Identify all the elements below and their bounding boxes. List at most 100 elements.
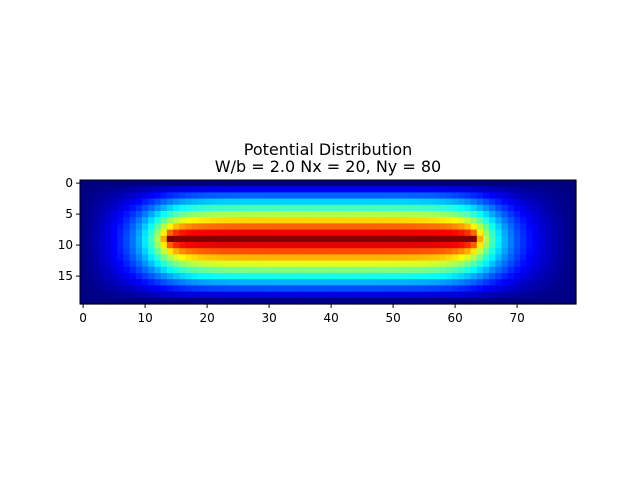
heatmap-cell [390, 217, 397, 224]
heatmap-cell [408, 229, 416, 237]
heatmap-cell [266, 266, 273, 274]
heatmap-cell [197, 204, 205, 212]
heatmap-cell [92, 211, 100, 218]
heatmap-cell [253, 211, 261, 218]
heatmap-cell [80, 211, 87, 218]
heatmap-cell [383, 235, 391, 243]
heatmap-cell [551, 291, 558, 299]
heatmap-cell [452, 242, 459, 249]
heatmap-cell [402, 229, 410, 237]
heatmap-cell [253, 229, 261, 237]
heatmap-cell [458, 242, 465, 249]
heatmap-cell [458, 254, 465, 262]
heatmap-cell [321, 279, 329, 286]
heatmap-cell [135, 180, 143, 187]
heatmap-cell [160, 273, 168, 280]
heatmap-cell [476, 186, 484, 193]
heatmap-cell [346, 266, 354, 274]
heatmap-cell [148, 211, 155, 218]
heatmap-cell [179, 266, 186, 274]
heatmap-cell [216, 235, 224, 243]
heatmap-cell [526, 242, 534, 249]
heatmap-cell [160, 204, 168, 212]
heatmap-cell [173, 192, 180, 200]
heatmap-cell [309, 285, 317, 293]
heatmap-cell [458, 266, 465, 274]
heatmap-cell [569, 279, 577, 286]
heatmap-cell [359, 223, 366, 231]
heatmap-cell [266, 285, 273, 293]
heatmap-cell [569, 266, 577, 274]
heatmap-cell [346, 285, 354, 293]
heatmap-cell [352, 204, 360, 212]
heatmap-cell [278, 266, 286, 274]
heatmap-cell [421, 266, 428, 274]
heatmap-cell [526, 248, 534, 255]
heatmap-cell [278, 204, 286, 212]
heatmap-cell [86, 285, 93, 293]
heatmap-cell [266, 204, 273, 212]
heatmap-cell [117, 198, 124, 206]
heatmap-cell [259, 260, 267, 268]
heatmap-cell [185, 291, 193, 299]
heatmap-cell [123, 186, 131, 193]
heatmap-cell [371, 217, 379, 224]
heatmap-cell [86, 192, 93, 200]
heatmap-cell [235, 291, 242, 299]
heatmap-cell [216, 260, 224, 268]
heatmap-cell [259, 211, 267, 218]
heatmap-cell [309, 211, 317, 218]
heatmap-cell [489, 273, 496, 280]
heatmap-cell [104, 235, 112, 243]
heatmap-cell [433, 211, 441, 218]
heatmap-cell [464, 260, 472, 268]
heatmap-cell [272, 180, 279, 187]
heatmap-cell [278, 242, 286, 249]
heatmap-cell [86, 186, 93, 193]
heatmap-cell [92, 217, 100, 224]
heatmap-cell [321, 254, 329, 262]
heatmap-cell [117, 291, 124, 299]
heatmap-cell [551, 186, 558, 193]
heatmap-cell [315, 279, 323, 286]
heatmap-cell [104, 217, 112, 224]
heatmap-cell [117, 279, 124, 286]
heatmap-cell [346, 235, 354, 243]
heatmap-cell [135, 217, 143, 224]
heatmap-cell [458, 223, 465, 231]
heatmap-cell [545, 279, 552, 286]
heatmap-cell [501, 204, 509, 212]
heatmap-cell [328, 279, 335, 286]
heatmap-cell [427, 242, 434, 249]
heatmap-cell [421, 285, 428, 293]
heatmap-cell [117, 242, 124, 249]
heatmap-cell [228, 297, 236, 305]
heatmap-cell [383, 198, 391, 206]
heatmap-cell [445, 235, 453, 243]
heatmap-cell [396, 235, 403, 243]
heatmap-cell [135, 248, 143, 255]
heatmap-cell [204, 217, 211, 224]
heatmap-cell [365, 217, 372, 224]
heatmap-cell [185, 260, 193, 268]
heatmap-cell [297, 260, 304, 268]
heatmap-cell [346, 217, 354, 224]
heatmap-cell [104, 242, 112, 249]
heatmap-cell [371, 273, 379, 280]
heatmap-cell [545, 260, 552, 268]
heatmap-cell [371, 266, 379, 274]
heatmap-cell [98, 211, 106, 218]
heatmap-cell [495, 186, 503, 193]
heatmap-cell [216, 248, 224, 255]
heatmap-cell [569, 223, 577, 231]
heatmap-cell [421, 211, 428, 218]
heatmap-cell [520, 254, 527, 262]
heatmap-cell [328, 186, 335, 193]
heatmap-cell [427, 285, 434, 293]
heatmap-cell [526, 180, 534, 187]
heatmap-cell [476, 273, 484, 280]
heatmap-cell [148, 186, 155, 193]
heatmap-cell [452, 297, 459, 305]
heatmap-cell [266, 297, 273, 305]
heatmap-cell [352, 211, 360, 218]
